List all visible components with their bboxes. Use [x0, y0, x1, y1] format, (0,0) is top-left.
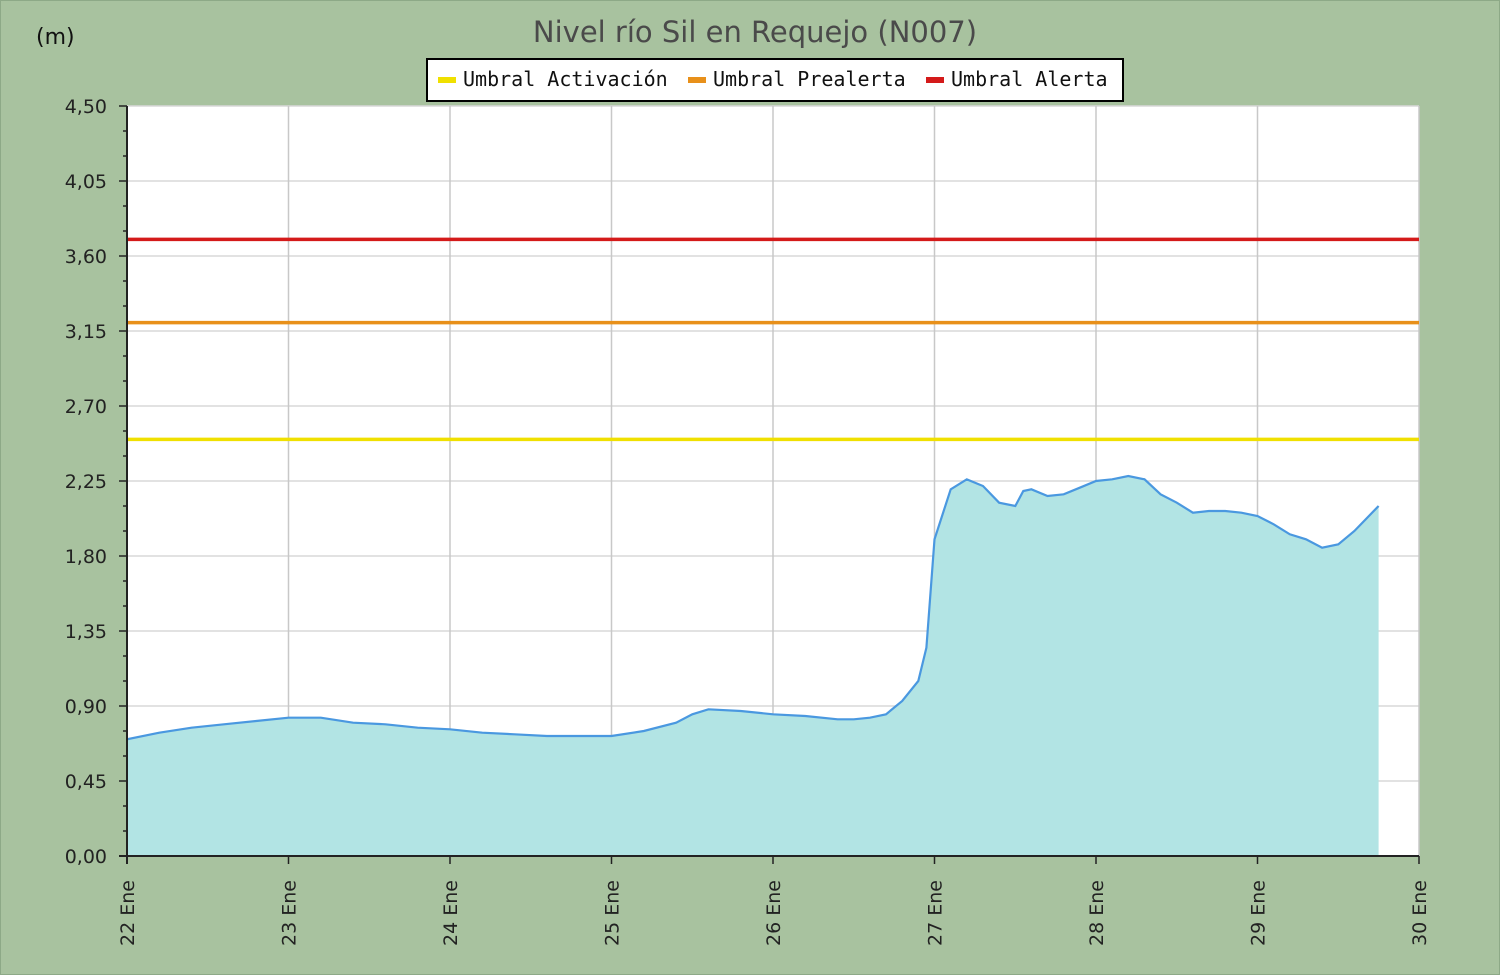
- tick-labels: 0,00 0,45 0,90 1,35 1,80 2,25 2,70 3,15 3,60 4,05…: [65, 96, 1431, 946]
- legend-swatch: [688, 77, 706, 83]
- y-tick-label: 4,50: [65, 96, 107, 118]
- y-tick-label: 3,60: [65, 246, 107, 268]
- y-tick-label: 4,05: [65, 171, 107, 193]
- y-tick-label: 0,00: [65, 846, 107, 868]
- y-tick-label: 0,90: [65, 696, 107, 718]
- axes: [119, 105, 1420, 864]
- y-tick-label: 1,35: [65, 621, 107, 643]
- x-tick-label: 24 Ene: [440, 880, 462, 946]
- x-tick-label: 27 Ene: [925, 880, 947, 946]
- x-tick-label: 25 Ene: [602, 880, 624, 946]
- x-tick-label: 23 Ene: [279, 880, 301, 946]
- x-tick-label: 30 Ene: [1409, 880, 1431, 946]
- legend: Umbral Activación Umbral Prealerta Umbral …: [426, 58, 1124, 102]
- x-tick-label: 29 Ene: [1248, 880, 1270, 946]
- x-tick-label: 28 Ene: [1086, 880, 1108, 946]
- legend-box: [426, 58, 1124, 102]
- y-tick-label: 2,25: [65, 471, 107, 493]
- chart-title: Nivel río Sil en Requejo (N007): [533, 15, 977, 49]
- series-area-fill: [127, 476, 1379, 856]
- y-tick-label: 2,70: [65, 396, 107, 418]
- y-axis-unit-label: (m): [36, 25, 75, 50]
- y-tick-label: 0,45: [65, 771, 107, 793]
- series-line: [126, 474, 1380, 741]
- legend-label: Umbral Alerta: [951, 67, 1108, 91]
- threshold-lines: [127, 237, 1419, 442]
- y-tick-label: 1,80: [65, 546, 107, 568]
- legend-swatch: [438, 77, 456, 83]
- legend-label: Umbral Prealerta: [713, 67, 906, 91]
- x-tick-label: 26 Ene: [763, 880, 785, 946]
- y-tick-label: 3,15: [65, 321, 107, 343]
- legend-label: Umbral Activación: [463, 67, 668, 91]
- x-tick-label: 22 Ene: [117, 880, 139, 946]
- legend-swatch: [926, 77, 944, 83]
